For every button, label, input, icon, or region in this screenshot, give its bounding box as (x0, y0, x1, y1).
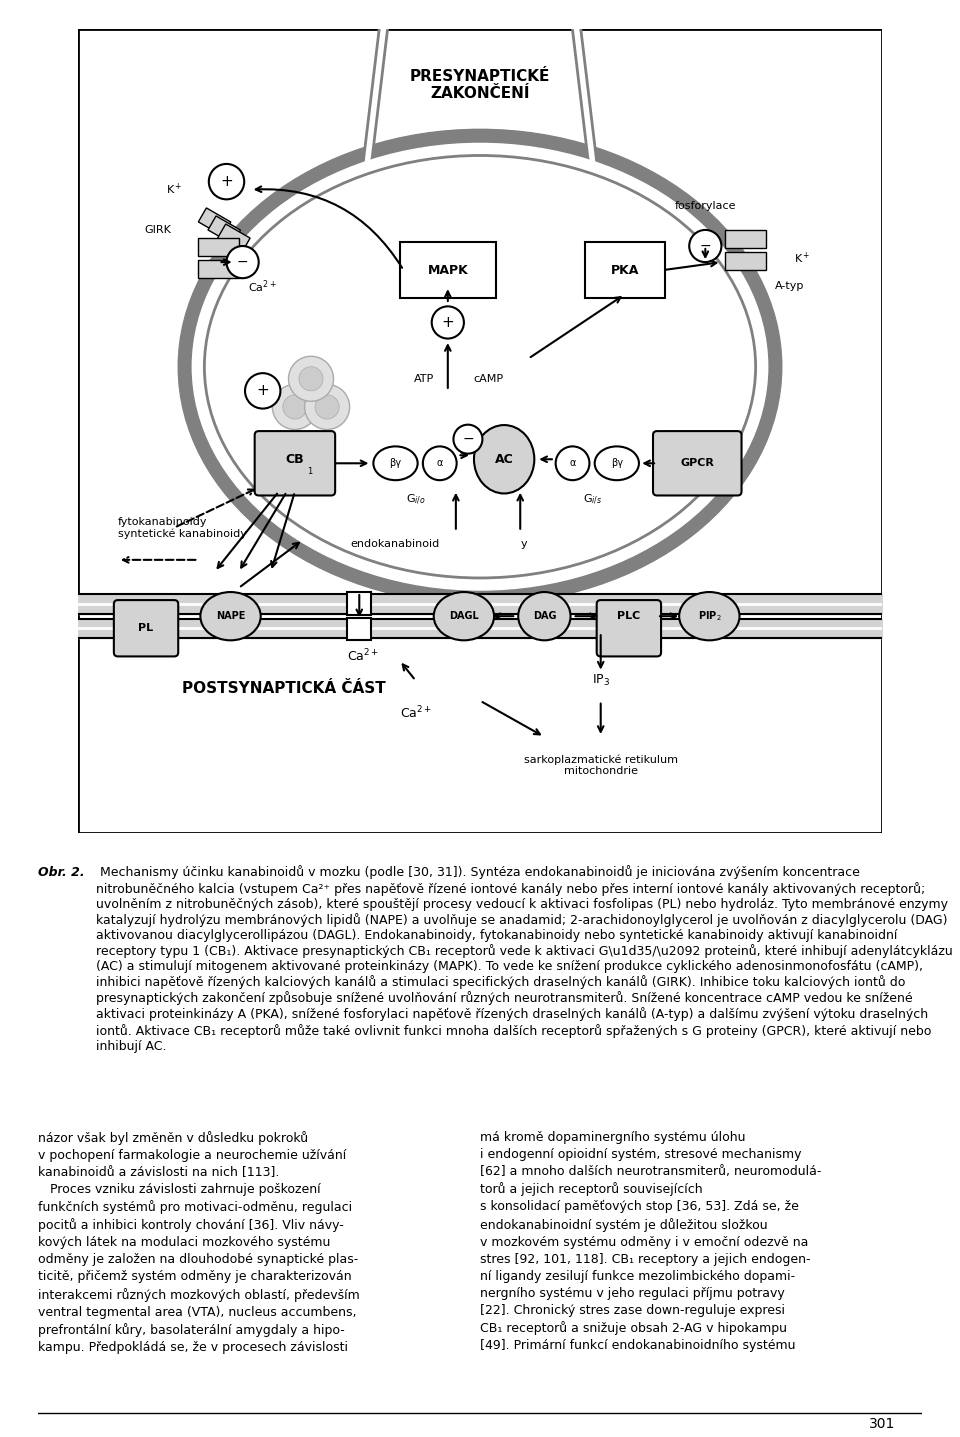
Bar (218, 224, 251, 251)
Circle shape (209, 164, 244, 200)
FancyBboxPatch shape (585, 241, 665, 299)
Text: DAG: DAG (533, 611, 556, 621)
Ellipse shape (518, 592, 570, 641)
Ellipse shape (179, 129, 781, 604)
Text: 301: 301 (869, 1417, 895, 1431)
Text: G$_{i/o}$: G$_{i/o}$ (406, 493, 425, 507)
Text: −: − (462, 433, 473, 445)
Text: PLC: PLC (617, 611, 640, 621)
Ellipse shape (556, 447, 589, 480)
Text: Ca$^{2+}$: Ca$^{2+}$ (399, 704, 432, 721)
Circle shape (304, 385, 349, 430)
Ellipse shape (422, 447, 457, 480)
Text: GPCR: GPCR (681, 458, 714, 468)
Circle shape (689, 230, 721, 262)
FancyBboxPatch shape (653, 431, 741, 496)
Text: Ca$^{2+}$: Ca$^{2+}$ (348, 648, 379, 665)
Text: PKA: PKA (611, 263, 639, 277)
Circle shape (283, 395, 307, 420)
Text: +: + (442, 315, 454, 331)
Ellipse shape (434, 592, 494, 641)
Text: G$_{i/s}$: G$_{i/s}$ (583, 493, 602, 507)
Text: GIRK: GIRK (145, 226, 172, 234)
Text: DAGL: DAGL (449, 611, 479, 621)
Ellipse shape (212, 164, 748, 570)
Circle shape (453, 425, 483, 454)
Bar (726, 230, 766, 247)
Text: +: + (256, 384, 269, 398)
Text: y: y (520, 539, 527, 549)
Text: α: α (437, 458, 443, 468)
Text: PRESYNAPTICKÉ
ZAKONČENÍ: PRESYNAPTICKÉ ZAKONČENÍ (410, 69, 550, 102)
Text: cAMP: cAMP (473, 374, 503, 384)
Text: CB: CB (286, 453, 304, 466)
Ellipse shape (679, 592, 739, 641)
FancyBboxPatch shape (114, 601, 179, 657)
Text: IP$_3$: IP$_3$ (591, 673, 610, 688)
Text: ATP: ATP (414, 374, 434, 384)
Text: Obr. 2.: Obr. 2. (38, 865, 85, 878)
Text: βγ: βγ (390, 458, 401, 468)
Ellipse shape (594, 447, 639, 480)
Text: POSTSYNAPTICKÁ ČÁST: POSTSYNAPTICKÁ ČÁST (182, 681, 386, 696)
Text: má kromě dopaminergního systému úlohu
i endogenní opioidní systém, stresové mech: má kromě dopaminergního systému úlohu i … (480, 1131, 822, 1352)
Text: α: α (569, 458, 576, 468)
FancyBboxPatch shape (254, 431, 335, 496)
Bar (199, 239, 239, 256)
Ellipse shape (201, 592, 261, 641)
Circle shape (315, 395, 339, 420)
Text: Ca$^{2+}$: Ca$^{2+}$ (249, 277, 277, 295)
Text: A-typ: A-typ (775, 282, 804, 292)
Text: MAPK: MAPK (427, 263, 468, 277)
Bar (348, 592, 372, 615)
Text: 1: 1 (307, 467, 312, 476)
Text: fytokanabinoidy
syntetické kanabinoidy: fytokanabinoidy syntetické kanabinoidy (118, 516, 247, 539)
Circle shape (299, 366, 324, 391)
Circle shape (288, 356, 333, 401)
Text: NAPE: NAPE (216, 611, 245, 621)
Circle shape (227, 246, 258, 279)
Text: názor však byl změněn v důsledku pokroků
v pochopení farmakologie a neurochemie : názor však byl změněn v důsledku pokroků… (38, 1131, 360, 1354)
FancyBboxPatch shape (399, 241, 496, 299)
Text: βγ: βγ (611, 458, 623, 468)
Bar (208, 216, 240, 244)
Circle shape (245, 374, 280, 408)
Text: K$^+$: K$^+$ (794, 250, 810, 266)
Text: −: − (237, 256, 249, 269)
Ellipse shape (373, 447, 418, 480)
Text: K$^+$: K$^+$ (166, 182, 182, 197)
Text: +: + (220, 174, 233, 190)
Text: PL: PL (138, 624, 154, 634)
Ellipse shape (192, 144, 768, 591)
Ellipse shape (474, 425, 535, 493)
FancyBboxPatch shape (597, 601, 661, 657)
Bar (726, 253, 766, 270)
Circle shape (432, 306, 464, 339)
Bar (199, 260, 239, 279)
Text: PIP$_2$: PIP$_2$ (698, 609, 721, 624)
Bar (348, 618, 372, 641)
Text: AC: AC (494, 453, 514, 466)
Text: fosforylace: fosforylace (675, 201, 736, 211)
Bar (199, 208, 230, 236)
Text: −: − (700, 239, 711, 253)
Text: Mechanismy účinku kanabinoidů v mozku (podle [30, 31]). Syntéza endokanabinoidů : Mechanismy účinku kanabinoidů v mozku (p… (96, 865, 952, 1053)
Text: endokanabinoid: endokanabinoid (350, 539, 440, 549)
Circle shape (273, 385, 318, 430)
Text: sarkoplazmatické retikulum
mitochondrie: sarkoplazmatické retikulum mitochondrie (524, 754, 678, 776)
